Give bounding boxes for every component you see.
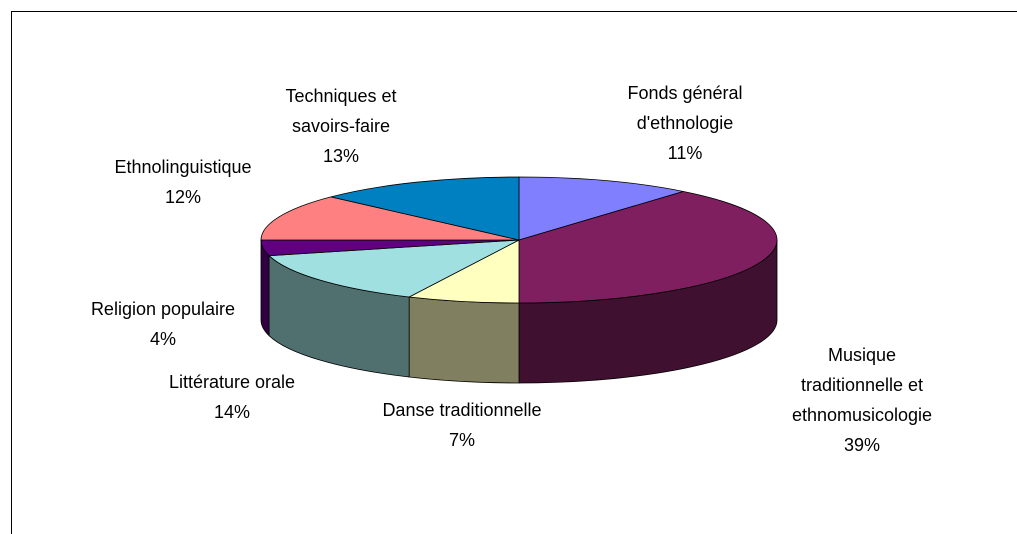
slice [260,196,520,241]
slice [330,176,520,241]
slice-label: Religion populaire 4% [63,294,263,354]
value-label: 11% [667,143,703,163]
slice-label: Ethnolinguistique 12% [83,152,283,212]
chart-frame [11,11,1017,534]
slice [268,239,520,298]
slice [518,191,778,304]
slice-side [408,296,520,384]
value-label: 12% [164,187,202,207]
slice [518,176,684,241]
category-label: Musique traditionnelle et ethnomusicolog… [791,345,933,425]
value-label: 7% [448,430,475,450]
category-label: Religion populaire [90,299,236,319]
slice-label: Danse traditionnelle 7% [352,395,572,455]
slice-label: Techniques et savoirs-faire 13% [271,81,411,171]
category-label: Techniques et savoirs-faire [285,86,397,136]
slice-label: Musique traditionnelle et ethnomusicolog… [777,340,947,460]
slice-label: Littérature orale 14% [132,367,332,427]
category-label: Littérature orale [168,372,296,392]
value-label: 13% [322,146,360,166]
value-label: 14% [213,402,251,422]
value-label: 39% [843,435,881,455]
category-label: Danse traditionnelle [382,400,542,420]
category-label: Ethnolinguistique [114,157,252,177]
slice [407,239,520,304]
category-label: Fonds général d'ethnologie [627,83,743,133]
slice-label: Fonds général d'ethnologie 11% [605,78,765,168]
value-label: 4% [149,329,176,349]
